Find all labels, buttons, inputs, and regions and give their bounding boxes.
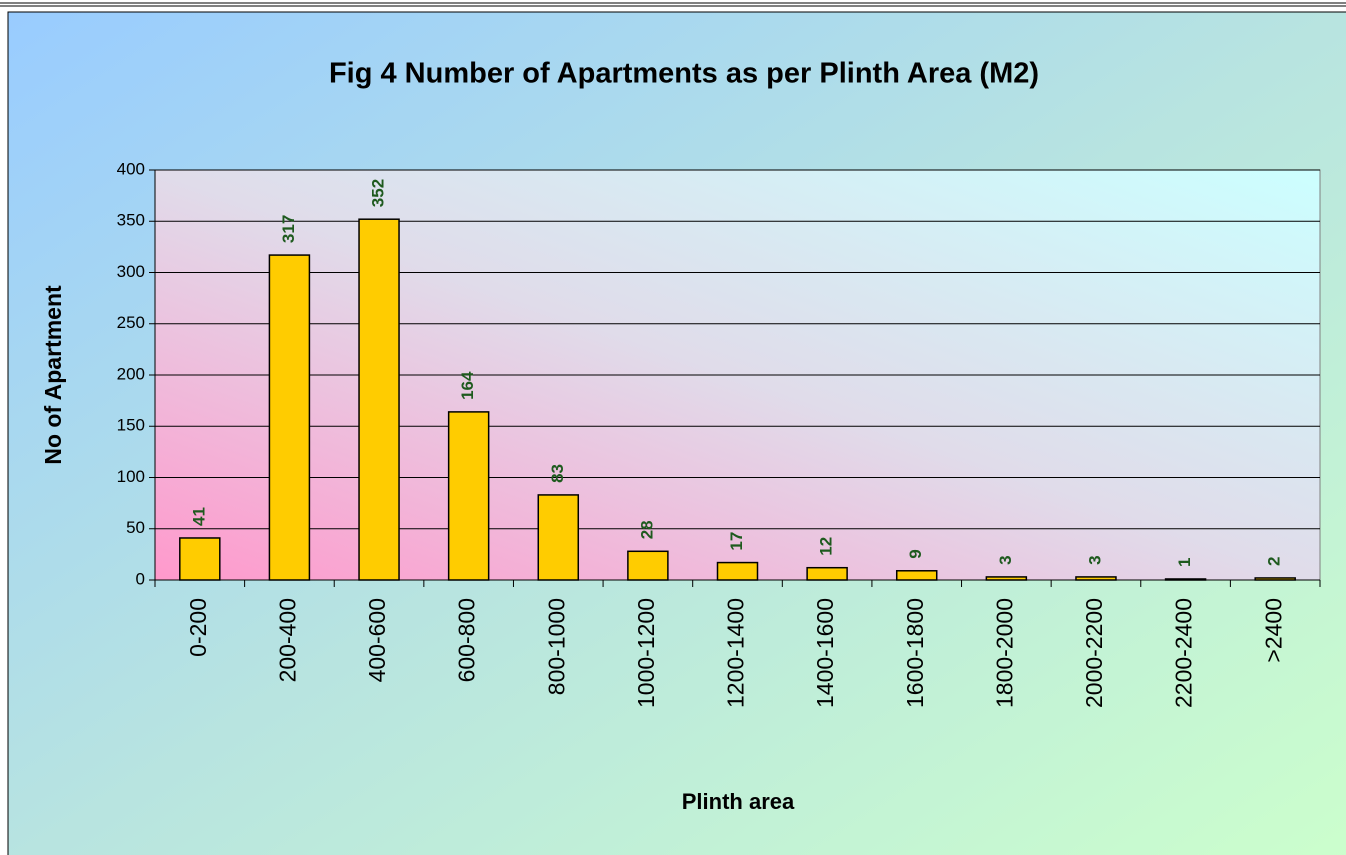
data-label: 2 xyxy=(1265,556,1284,565)
x-tick-label: 800-1000 xyxy=(543,598,569,695)
data-label: 3 xyxy=(996,555,1015,564)
x-tick-label: 1400-1600 xyxy=(812,598,838,708)
x-tick-label: 600-800 xyxy=(454,598,480,682)
y-tick-label: 250 xyxy=(117,313,145,332)
x-axis-title: Plinth area xyxy=(682,789,795,814)
y-tick-label: 300 xyxy=(117,262,145,281)
data-label: 41 xyxy=(189,507,208,526)
x-tick-label: 1600-1800 xyxy=(902,598,928,708)
bar xyxy=(537,494,580,581)
x-tick-label: 1000-1200 xyxy=(633,598,659,708)
data-label: 3 xyxy=(1085,555,1104,564)
bar xyxy=(806,566,848,581)
y-tick-label: 150 xyxy=(117,416,145,435)
y-tick-label: 100 xyxy=(117,467,145,486)
bar xyxy=(447,411,490,581)
x-tick-label: 2000-2200 xyxy=(1081,598,1107,708)
x-tick-label: 400-600 xyxy=(364,598,390,682)
data-label: 28 xyxy=(637,520,656,539)
data-label: 352 xyxy=(369,179,388,207)
bar xyxy=(1164,578,1207,581)
x-tick-label: 200-400 xyxy=(275,598,301,682)
bar xyxy=(627,550,669,581)
bar xyxy=(179,537,221,581)
y-tick-label: 0 xyxy=(136,569,145,588)
data-label: 164 xyxy=(458,371,477,400)
bar xyxy=(1075,576,1117,581)
chart-title: Fig 4 Number of Apartments as per Plinth… xyxy=(329,58,1039,90)
data-label: 12 xyxy=(817,537,836,556)
x-tick-label: 1200-1400 xyxy=(723,598,749,708)
y-tick-label: 200 xyxy=(117,364,145,383)
bar xyxy=(1254,577,1296,581)
data-label: 1 xyxy=(1175,558,1194,567)
data-label: 317 xyxy=(279,215,298,243)
x-tick-label: >2400 xyxy=(1260,598,1286,663)
data-label: 83 xyxy=(548,464,567,483)
bar xyxy=(268,254,311,581)
data-label: 9 xyxy=(906,549,925,558)
bar xyxy=(895,570,938,581)
bar xyxy=(985,576,1028,581)
y-axis-title: No of Apartment xyxy=(40,285,66,465)
y-tick-label: 350 xyxy=(117,211,145,230)
y-tick-label: 50 xyxy=(126,518,145,537)
bar xyxy=(716,561,759,581)
bar xyxy=(358,218,400,581)
x-tick-label: 2200-2400 xyxy=(1171,598,1197,708)
data-label: 17 xyxy=(727,532,746,551)
x-tick-label: 0-200 xyxy=(185,598,211,657)
y-tick-label: 400 xyxy=(117,159,145,178)
x-tick-label: 1800-2000 xyxy=(991,598,1017,708)
